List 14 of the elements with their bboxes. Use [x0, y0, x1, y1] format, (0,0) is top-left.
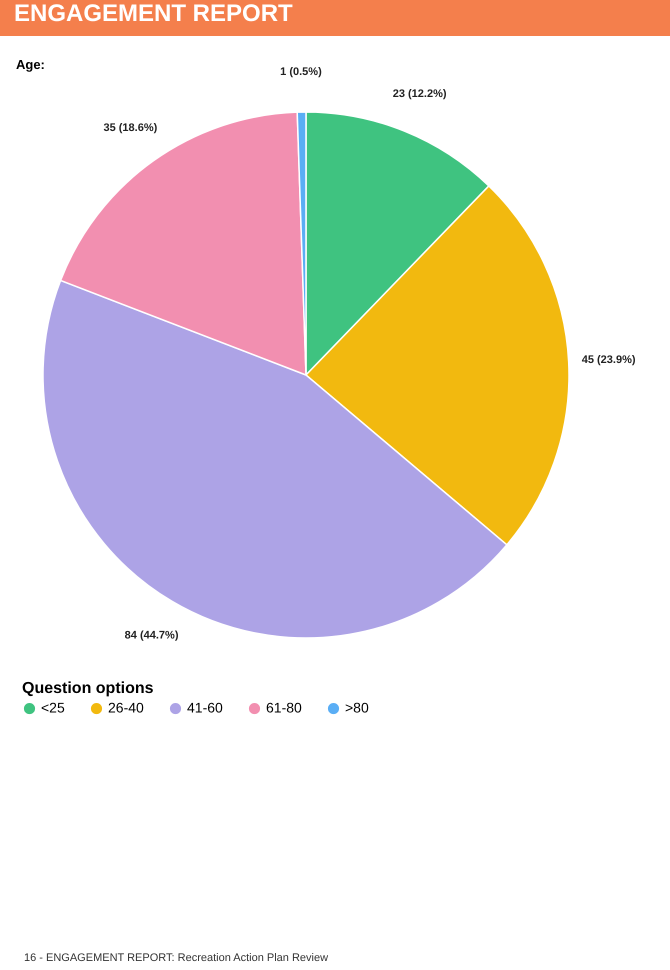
chart-title: ENGAGEMENT REPORT — [14, 0, 294, 27]
legend-label: <25 — [41, 700, 65, 716]
legend-label: 26-40 — [108, 700, 144, 716]
data-label: 35 (18.6%) — [103, 122, 158, 134]
legend-label: 61-80 — [266, 700, 302, 716]
data-label: 45 (23.9%) — [582, 354, 636, 366]
data-label: 1 (0.5%) — [280, 66, 322, 78]
data-label: 23 (12.2%) — [392, 88, 447, 100]
data-label: 84 (44.7%) — [124, 630, 179, 642]
text: 16 - ENGAGEMENT REPORT: Recreation Action Plan Review — [24, 952, 328, 964]
legend-title: Question options — [22, 680, 154, 697]
legend-label: 41-60 — [187, 700, 224, 716]
legend-label: >80 — [345, 700, 369, 716]
chart-subtitle: Age: — [16, 57, 45, 72]
